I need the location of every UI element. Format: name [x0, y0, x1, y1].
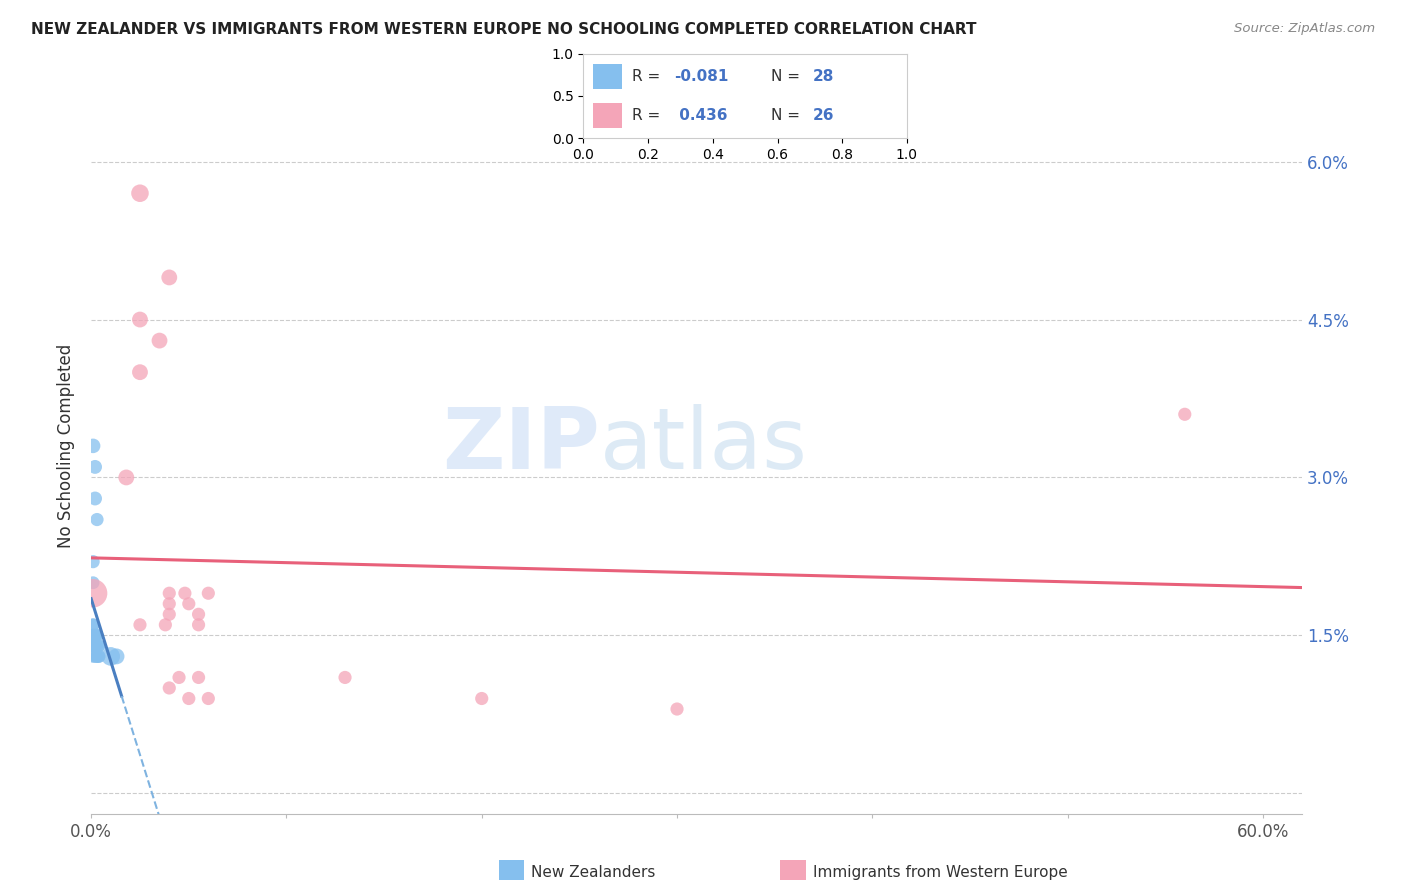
Point	[157, 597, 180, 611]
Point	[129, 186, 152, 201]
Point	[84, 639, 107, 653]
Point	[87, 649, 110, 664]
Point	[167, 670, 190, 684]
Point	[82, 649, 104, 664]
Point	[82, 439, 104, 453]
Point	[666, 702, 689, 716]
Point	[148, 334, 170, 348]
FancyBboxPatch shape	[499, 860, 524, 880]
Point	[187, 607, 209, 622]
Text: -0.081: -0.081	[673, 69, 728, 84]
FancyBboxPatch shape	[593, 103, 623, 128]
Point	[87, 649, 110, 664]
Text: NEW ZEALANDER VS IMMIGRANTS FROM WESTERN EUROPE NO SCHOOLING COMPLETED CORRELATI: NEW ZEALANDER VS IMMIGRANTS FROM WESTERN…	[31, 22, 976, 37]
Point	[105, 649, 128, 664]
Point	[174, 586, 197, 600]
Point	[86, 512, 108, 526]
Y-axis label: No Schooling Completed: No Schooling Completed	[58, 343, 75, 548]
Text: Source: ZipAtlas.com: Source: ZipAtlas.com	[1234, 22, 1375, 36]
Point	[157, 681, 180, 695]
Point	[177, 597, 200, 611]
Point	[82, 555, 104, 569]
Point	[82, 628, 104, 642]
Text: 0.436: 0.436	[673, 108, 727, 123]
Point	[157, 270, 180, 285]
Point	[82, 586, 104, 600]
Point	[155, 617, 177, 632]
Point	[157, 607, 180, 622]
Text: N =: N =	[770, 108, 804, 123]
Point	[87, 639, 110, 653]
Point	[86, 649, 108, 664]
Text: R =: R =	[633, 108, 665, 123]
Point	[1174, 407, 1197, 421]
Point	[197, 586, 219, 600]
Point	[86, 639, 108, 653]
Text: ZIP: ZIP	[441, 404, 600, 487]
Point	[471, 691, 494, 706]
Point	[115, 470, 138, 484]
Point	[82, 575, 104, 590]
Point	[129, 365, 152, 379]
Point	[84, 459, 107, 474]
Point	[84, 649, 107, 664]
FancyBboxPatch shape	[593, 63, 623, 89]
Point	[87, 639, 110, 653]
Point	[129, 312, 152, 326]
Text: atlas: atlas	[600, 404, 807, 487]
Text: R =: R =	[633, 69, 665, 84]
Point	[82, 617, 104, 632]
Point	[84, 639, 107, 653]
Text: 26: 26	[813, 108, 835, 123]
Point	[100, 649, 122, 664]
Point	[84, 491, 107, 506]
Point	[84, 628, 107, 642]
Text: Immigrants from Western Europe: Immigrants from Western Europe	[813, 865, 1067, 880]
Point	[86, 628, 108, 642]
Point	[157, 586, 180, 600]
Point	[177, 691, 200, 706]
Point	[86, 628, 108, 642]
Point	[82, 617, 104, 632]
Point	[82, 628, 104, 642]
Point	[187, 617, 209, 632]
Point	[129, 617, 152, 632]
Point	[333, 670, 356, 684]
Point	[187, 670, 209, 684]
Point	[82, 639, 104, 653]
Text: N =: N =	[770, 69, 804, 84]
FancyBboxPatch shape	[780, 860, 806, 880]
Point	[197, 691, 219, 706]
Point	[84, 628, 107, 642]
Point	[86, 649, 108, 664]
Text: 28: 28	[813, 69, 835, 84]
Text: New Zealanders: New Zealanders	[531, 865, 655, 880]
